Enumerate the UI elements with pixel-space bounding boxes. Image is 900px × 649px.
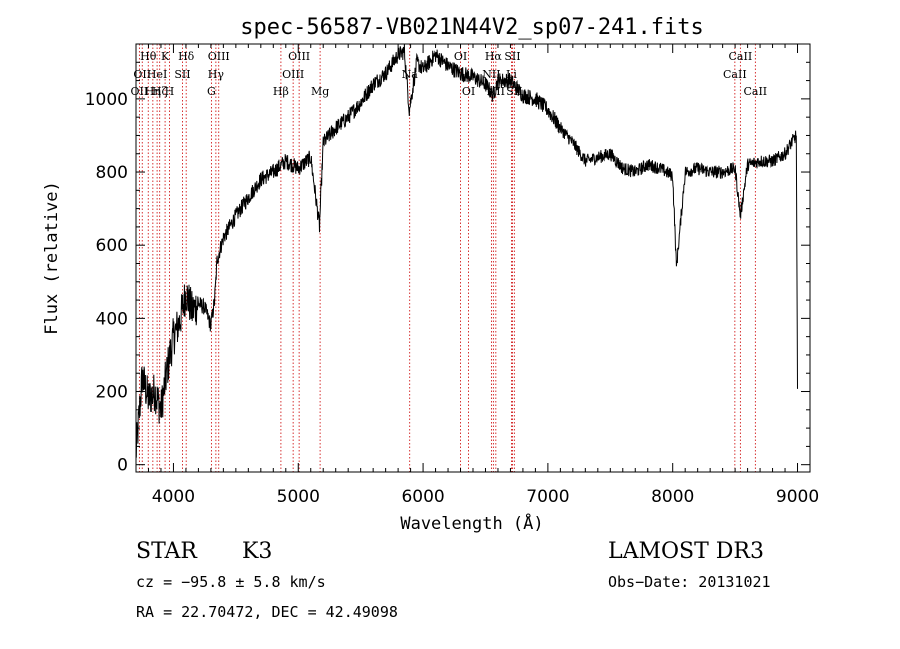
x-tick-label: 9000 (776, 487, 819, 507)
line-marker-label: CaII (743, 85, 767, 98)
line-marker-label: Hγ (208, 68, 225, 81)
line-marker-label: OII (133, 68, 151, 81)
line-marker-label: HeI (147, 68, 167, 81)
line-marker-label: OIII (288, 50, 310, 63)
chart-title: spec-56587-VB021N44V2_sp07-241.fits (240, 15, 704, 40)
line-marker-label: Hβ (273, 85, 289, 98)
line-marker-label: Hθ (140, 50, 157, 63)
line-marker-label: Hδ (178, 50, 195, 63)
line-marker-label: NII (482, 68, 500, 81)
x-axis-label: Wavelength (Å) (400, 512, 543, 534)
x-tick-label: 7000 (526, 487, 569, 507)
y-axis-label: Flux (relative) (42, 181, 62, 335)
line-marker-label: SII (174, 68, 190, 81)
survey-name: LAMOST DR3 (608, 539, 764, 564)
y-axis-ticks: 0 200 400 600 800 1000 (85, 61, 810, 476)
line-marker-label: H (165, 85, 175, 98)
line-marker-label: Mg (311, 85, 329, 98)
observation-date: Obs−Date: 20131021 (608, 573, 771, 591)
y-tick-label: 1000 (85, 90, 128, 110)
y-tick-label: 600 (96, 236, 128, 256)
y-tick-label: 200 (96, 383, 128, 403)
x-tick-label: 8000 (651, 487, 694, 507)
emission-line-markers (138, 44, 756, 472)
y-tick-label: 800 (96, 163, 128, 183)
line-marker-label: OI (462, 85, 475, 98)
y-tick-label: 400 (96, 309, 128, 329)
x-tick-label: 5000 (277, 487, 320, 507)
redshift-cz: cz = −95.8 ± 5.8 km/s (136, 573, 326, 591)
line-marker-label: Li (506, 68, 517, 81)
x-tick-label: 6000 (401, 487, 444, 507)
line-marker-label: Hζ (152, 85, 168, 98)
x-tick-label: 4000 (152, 487, 195, 507)
y-tick-label: 0 (117, 456, 128, 476)
line-marker-label: OIII (208, 50, 230, 63)
line-marker-label: OIII (282, 68, 304, 81)
object-subclass: K3 (242, 539, 273, 564)
line-marker-label: Hα (485, 50, 503, 63)
plot-frame (135, 43, 811, 473)
line-marker-label: CaII (729, 50, 753, 63)
line-marker-label: Hη (145, 85, 161, 98)
line-marker-label: OII (131, 85, 149, 98)
line-marker-label: SII (504, 50, 520, 63)
line-marker-label: CaII (723, 68, 747, 81)
line-marker-label: G (207, 85, 216, 98)
object-class: STAR (136, 539, 197, 564)
line-marker-label: OI (454, 50, 467, 63)
line-marker-label: K (161, 50, 170, 63)
flux-series-line (135, 44, 798, 458)
x-axis-ticks: 4000 5000 6000 7000 8000 9000 (147, 44, 819, 507)
ra-dec-coordinates: RA = 22.70472, DEC = 42.49098 (136, 603, 398, 621)
emission-line-labels: OII OII Hθ Hη HeI Hζ K H SII Hδ G Hγ OIII Hβ OIII OIII M… (131, 50, 768, 98)
